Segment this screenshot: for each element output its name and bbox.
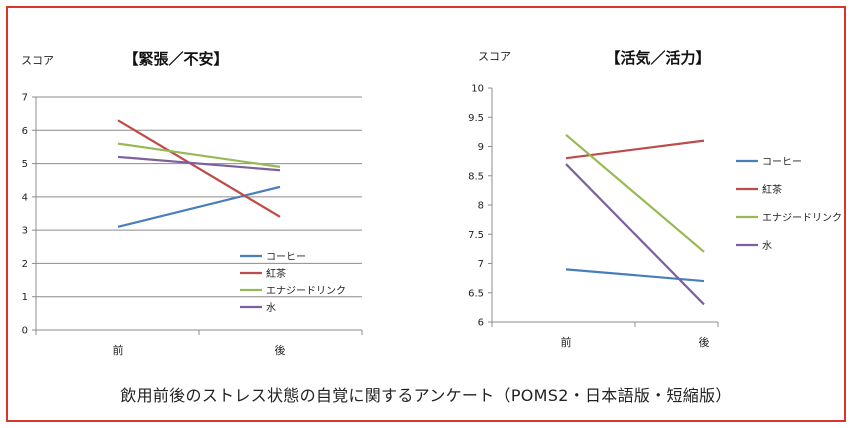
y-tick-label: 8 — [478, 201, 484, 212]
series-line — [117, 155, 281, 172]
series-line — [117, 119, 281, 218]
figure-caption: 飲用前後のストレス状態の自覚に関するアンケート（POMS2・日本語版・短縮版） — [120, 386, 732, 405]
legend-label: コーヒー — [266, 251, 306, 263]
y-axis-label: スコア — [478, 50, 511, 63]
legend-label: 紅茶 — [762, 183, 782, 196]
chart-title: 【緊張／不安】 — [123, 50, 228, 68]
series-line — [565, 139, 705, 160]
legend-label: 水 — [762, 240, 772, 252]
y-tick-label: 6.5 — [468, 288, 484, 299]
series-line — [117, 185, 281, 228]
y-tick-label: 7 — [478, 259, 484, 270]
x-tick-label: 後 — [275, 343, 286, 357]
chart-vigor-activity: スコア 【活気／活力】 6 6.5 7 7.5 8 8.5 9 9.5 10 前 後 コーヒー紅茶エナジー… — [468, 49, 842, 349]
y-tick-label: 6 — [22, 126, 28, 137]
y-tick-label: 0 — [22, 326, 28, 337]
x-tick-label: 後 — [699, 335, 710, 349]
y-tick-label: 4 — [22, 192, 28, 203]
legend-label: コーヒー — [762, 156, 802, 168]
y-tick-label: 7.5 — [468, 230, 484, 241]
chart-title: 【活気／活力】 — [605, 49, 710, 67]
y-tick-label: 3 — [22, 226, 28, 237]
y-tick-label: 10 — [471, 84, 484, 95]
y-tick-label: 9.5 — [468, 113, 484, 124]
legend-label: エナジードリンク — [266, 285, 346, 297]
y-tick-label: 2 — [22, 259, 28, 270]
series-line — [565, 268, 705, 283]
y-tick-label: 6 — [478, 318, 484, 329]
x-tick-label: 前 — [113, 343, 124, 357]
legend-label: エナジードリンク — [762, 212, 842, 224]
series-line — [565, 163, 705, 306]
x-tick-label: 前 — [561, 335, 572, 349]
y-tick-label: 5 — [22, 159, 28, 170]
y-tick-label: 7 — [22, 93, 28, 104]
y-tick-label: 1 — [22, 292, 28, 303]
y-axis-label: スコア — [21, 54, 54, 67]
y-tick-label: 9 — [478, 142, 484, 153]
y-tick-label: 8.5 — [468, 171, 484, 182]
legend-label: 水 — [266, 302, 276, 314]
series-line — [565, 133, 705, 253]
legend-label: 紅茶 — [266, 267, 286, 280]
series-line — [117, 142, 281, 168]
figure-frame — [6, 6, 846, 422]
